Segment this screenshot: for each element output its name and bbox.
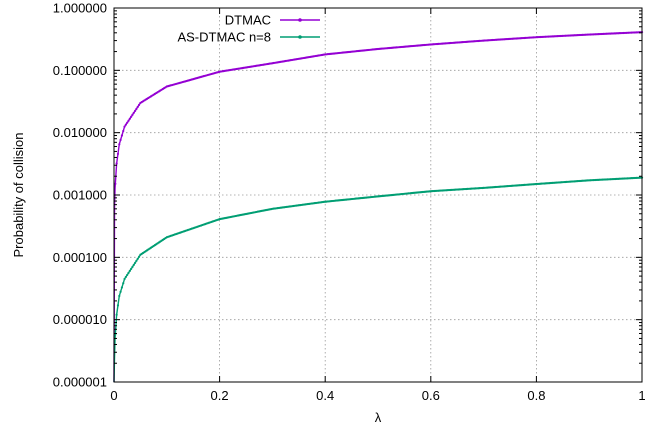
- y-tick-label: 0.000100: [53, 250, 107, 265]
- data-point: [130, 267, 133, 270]
- data-point: [135, 259, 138, 262]
- y-tick-label: 0.000010: [53, 312, 107, 327]
- data-point: [137, 255, 141, 258]
- x-tick-label: 0.4: [316, 388, 334, 403]
- y-axis-label: Probability of collision: [11, 132, 26, 257]
- series-layer: [113, 31, 644, 383]
- x-tick-label: 0: [110, 388, 117, 403]
- data-point: [126, 273, 129, 277]
- legend-label-0: DTMAC: [225, 13, 271, 28]
- x-axis-label: λ: [375, 410, 382, 425]
- data-point: [132, 263, 135, 266]
- legend-marker-1: [298, 35, 302, 39]
- series-line-0: [113, 31, 643, 383]
- data-point: [127, 271, 130, 274]
- series-markers-0: [114, 31, 644, 185]
- y-tick-label: 1.000000: [53, 1, 107, 16]
- data-point: [116, 152, 120, 156]
- data-point: [119, 138, 122, 141]
- data-point: [127, 119, 130, 122]
- x-tick-label: 1: [638, 388, 645, 403]
- data-point: [124, 123, 127, 126]
- data-point: [132, 111, 135, 114]
- data-point: [119, 290, 122, 293]
- data-point: [116, 304, 120, 307]
- data-point: [124, 275, 127, 279]
- data-point: [122, 282, 125, 285]
- data-point: [114, 182, 117, 185]
- y-tick-label: 0.010000: [53, 125, 107, 140]
- data-point: [126, 121, 129, 124]
- series-line-1: [113, 176, 643, 383]
- data-point: [118, 143, 121, 146]
- data-point: [122, 129, 125, 133]
- data-point: [130, 115, 133, 118]
- y-tick-label: 0.000001: [53, 375, 107, 390]
- series-markers-1: [114, 176, 644, 336]
- data-point: [118, 294, 121, 298]
- grid: [114, 8, 642, 382]
- data-point: [128, 117, 131, 120]
- data-point: [131, 113, 134, 116]
- x-tick-label: 0.8: [527, 388, 545, 403]
- ticks: 0 0.2 0.4 0.6 0.8 1 0.000001 0.000010 0.000100 0.…: [53, 1, 646, 404]
- data-point: [115, 313, 118, 316]
- data-point: [131, 265, 134, 268]
- data-point: [134, 261, 137, 264]
- x-tick-label: 0.6: [422, 388, 440, 403]
- y-tick-label: 0.001000: [53, 188, 107, 203]
- data-point: [123, 125, 126, 128]
- legend-marker-0: [298, 18, 302, 22]
- legend: DTMAC AS-DTMAC n=8: [177, 13, 320, 45]
- data-point: [120, 286, 124, 289]
- data-point: [137, 103, 141, 106]
- data-point: [135, 107, 138, 110]
- data-point: [120, 134, 124, 137]
- data-point: [136, 257, 139, 260]
- data-point: [136, 105, 139, 108]
- data-point: [115, 162, 118, 165]
- data-point: [134, 109, 137, 112]
- legend-label-1: AS-DTMAC n=8: [177, 30, 271, 45]
- y-tick-label: 0.100000: [53, 63, 107, 78]
- data-point: [128, 269, 131, 272]
- data-point: [123, 277, 126, 281]
- x-tick-label: 0.2: [211, 388, 229, 403]
